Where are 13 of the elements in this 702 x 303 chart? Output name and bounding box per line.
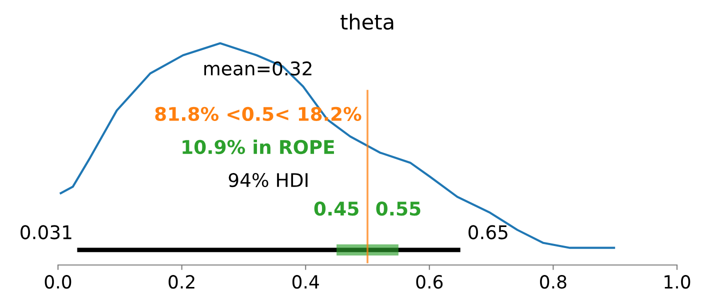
x-tick-label: 0.8 bbox=[540, 275, 566, 289]
x-tick-label: 0.0 bbox=[44, 275, 72, 289]
x-tick-label: 0.4 bbox=[292, 275, 319, 289]
x-tick-label: 1.0 bbox=[664, 275, 690, 289]
x-tick-label: 0.2 bbox=[168, 275, 194, 289]
x-tick-label: 0.6 bbox=[416, 275, 443, 289]
chart-title: theta bbox=[340, 14, 394, 30]
annotation: 0.55 bbox=[376, 202, 420, 216]
annotation: 0.65 bbox=[468, 225, 508, 240]
annotation: 10.9% in ROPE bbox=[182, 140, 334, 154]
annotation: 94% HDI bbox=[228, 172, 308, 188]
annotation: 0.45 bbox=[314, 202, 358, 216]
annotation: 0.031 bbox=[20, 225, 72, 240]
